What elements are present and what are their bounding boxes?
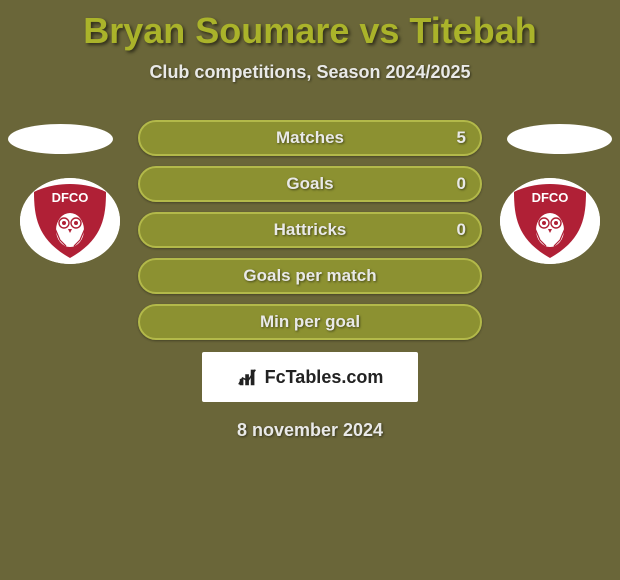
stat-list: Matches 5 Goals 0 Hattricks 0 Goals per … (138, 120, 482, 441)
svg-text:DFCO: DFCO (532, 190, 569, 205)
club-badge-right: DFCO (500, 178, 600, 264)
stat-row: Matches 5 (138, 120, 482, 156)
stat-label: Min per goal (260, 312, 360, 332)
stat-label: Goals (286, 174, 333, 194)
page-subtitle: Club competitions, Season 2024/2025 (0, 62, 620, 83)
stat-label: Matches (276, 128, 344, 148)
club-badge-left: DFCO (20, 178, 120, 264)
player-photo-right (507, 124, 612, 154)
stat-value-right: 0 (457, 174, 466, 194)
date-text: 8 november 2024 (138, 420, 482, 441)
stat-row: Hattricks 0 (138, 212, 482, 248)
shield-icon: DFCO (500, 178, 600, 264)
stat-value-right: 5 (457, 128, 466, 148)
brand-badge: FcTables.com (202, 352, 418, 402)
shield-icon: DFCO (20, 178, 120, 264)
svg-text:DFCO: DFCO (52, 190, 89, 205)
comparison-card: Bryan Soumare vs Titebah Club competitio… (0, 0, 620, 580)
stat-value-right: 0 (457, 220, 466, 240)
player-photo-left (8, 124, 113, 154)
stat-row: Goals per match (138, 258, 482, 294)
stat-label: Goals per match (243, 266, 376, 286)
stat-row: Goals 0 (138, 166, 482, 202)
stat-row: Min per goal (138, 304, 482, 340)
brand-text: FcTables.com (265, 367, 384, 388)
stat-label: Hattricks (274, 220, 347, 240)
bar-chart-icon (237, 366, 259, 388)
page-title: Bryan Soumare vs Titebah (0, 0, 620, 52)
